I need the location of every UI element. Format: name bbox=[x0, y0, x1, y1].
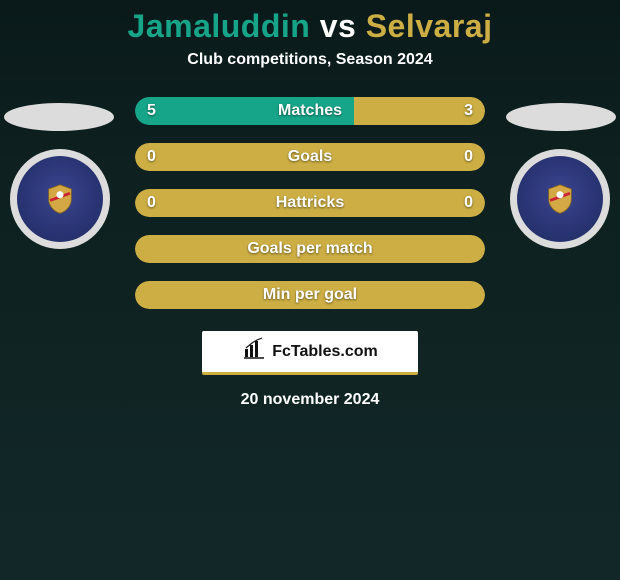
player-a-silhouette bbox=[4, 103, 114, 131]
branding-logo: FcTables.com bbox=[202, 331, 418, 375]
branding-text: FcTables.com bbox=[272, 343, 378, 361]
stat-row-hattricks: 0 Hattricks 0 bbox=[135, 189, 485, 217]
player-b-club-badge bbox=[510, 149, 610, 249]
club-crest-icon bbox=[17, 156, 103, 242]
stat-rows: 5 Matches 3 0 Goals 0 0 Hattricks 0 bbox=[135, 97, 485, 309]
player-b-name: Selvaraj bbox=[366, 8, 493, 44]
stat-left-value: 5 bbox=[147, 97, 156, 125]
stat-right-value: 0 bbox=[464, 189, 473, 217]
player-b-silhouette bbox=[506, 103, 616, 131]
stat-label: Min per goal bbox=[263, 286, 357, 304]
vs-text: vs bbox=[320, 8, 357, 44]
stat-row-mpg: Min per goal bbox=[135, 281, 485, 309]
stat-left-value: 0 bbox=[147, 143, 156, 171]
club-crest-icon bbox=[517, 156, 603, 242]
stat-row-goals: 0 Goals 0 bbox=[135, 143, 485, 171]
page-title: Jamaluddin vs Selvaraj bbox=[0, 8, 620, 45]
player-a-name: Jamaluddin bbox=[128, 8, 311, 44]
stat-bar-left bbox=[135, 143, 310, 171]
stat-row-matches: 5 Matches 3 bbox=[135, 97, 485, 125]
stat-label: Hattricks bbox=[276, 194, 344, 212]
comparison-stage: 5 Matches 3 0 Goals 0 0 Hattricks 0 bbox=[0, 97, 620, 409]
stat-right-value: 0 bbox=[464, 143, 473, 171]
stat-left-value: 0 bbox=[147, 189, 156, 217]
stat-label: Goals bbox=[288, 148, 332, 166]
player-a-club-badge bbox=[10, 149, 110, 249]
stat-label: Goals per match bbox=[247, 240, 372, 258]
stat-label: Matches bbox=[278, 102, 342, 120]
stat-right-value: 3 bbox=[464, 97, 473, 125]
stat-bar-right bbox=[310, 143, 485, 171]
date-text: 20 november 2024 bbox=[0, 391, 620, 409]
bar-chart-icon bbox=[242, 337, 266, 366]
subtitle: Club competitions, Season 2024 bbox=[0, 51, 620, 69]
stat-row-gpm: Goals per match bbox=[135, 235, 485, 263]
